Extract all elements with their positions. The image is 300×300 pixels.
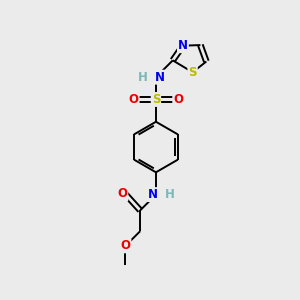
Text: O: O xyxy=(121,239,130,252)
Text: O: O xyxy=(129,93,139,106)
Text: N: N xyxy=(178,39,188,52)
Text: O: O xyxy=(117,188,127,200)
Text: S: S xyxy=(188,66,197,79)
Text: H: H xyxy=(164,188,174,201)
Text: O: O xyxy=(173,93,183,106)
Text: H: H xyxy=(138,71,148,84)
Text: N: N xyxy=(147,188,158,201)
Text: N: N xyxy=(154,71,164,84)
Text: S: S xyxy=(152,93,160,106)
